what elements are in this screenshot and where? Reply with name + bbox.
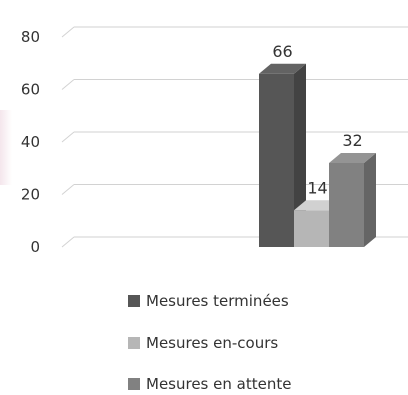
legend-swatch xyxy=(128,378,140,390)
bar-side xyxy=(294,63,306,247)
left-edge-tint xyxy=(0,110,12,185)
y-axis-ticks: 0 20 40 60 80 xyxy=(21,28,40,256)
gridline-depth xyxy=(61,26,75,38)
y-tick-label: 80 xyxy=(21,28,40,46)
data-label: 32 xyxy=(342,131,362,150)
gridline-depth xyxy=(61,184,75,195)
legend-label: Mesures en attente xyxy=(146,375,291,393)
legend-label: Mesures terminées xyxy=(146,292,289,310)
bars xyxy=(259,63,376,247)
bar-top xyxy=(329,153,376,163)
y-tick-label: 60 xyxy=(21,81,40,99)
y-tick-label: 40 xyxy=(21,133,40,151)
gridline-depth xyxy=(61,79,75,90)
bar-top xyxy=(259,63,306,74)
legend: Mesures terminées Mesures en-cours Mesures… xyxy=(128,292,291,393)
bar xyxy=(259,73,294,247)
data-label: 66 xyxy=(272,42,292,61)
bar xyxy=(329,163,364,247)
bar xyxy=(294,210,329,247)
legend-swatch xyxy=(128,337,140,349)
legend-label: Mesures en-cours xyxy=(146,334,278,352)
y-tick-label: 0 xyxy=(30,238,40,256)
bar-side xyxy=(364,153,376,247)
data-labels: 66 14 32 xyxy=(272,42,362,198)
y-tick-label: 20 xyxy=(21,186,40,204)
legend-swatch xyxy=(128,295,140,307)
gridline-depth xyxy=(61,236,75,248)
gridline-depth xyxy=(61,131,75,143)
data-label: 14 xyxy=(307,178,327,197)
